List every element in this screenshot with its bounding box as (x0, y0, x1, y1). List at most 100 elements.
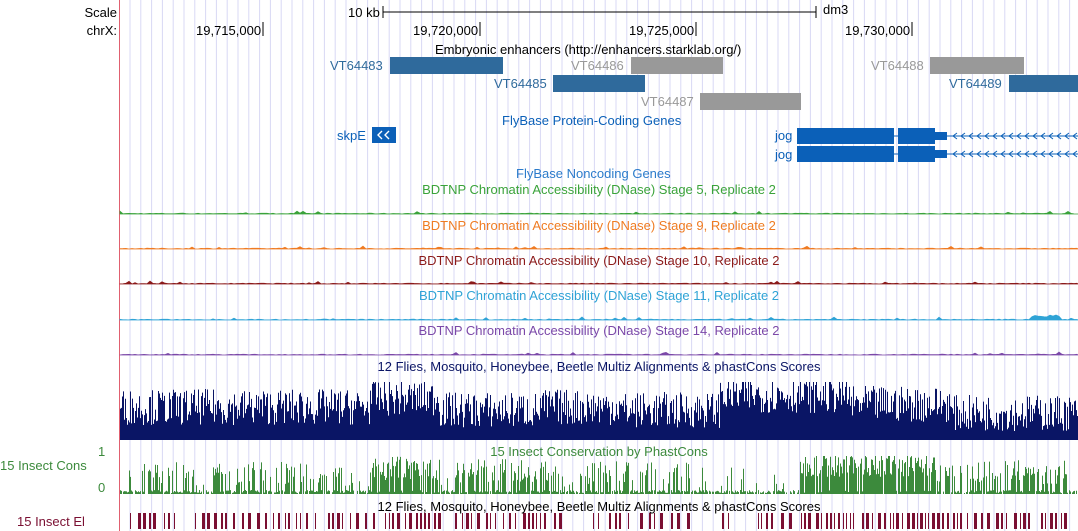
element-block (397, 513, 400, 529)
element-block (515, 513, 516, 529)
element-block (233, 513, 235, 529)
element-block (660, 513, 663, 529)
elements-side-label: 15 Insect El (17, 514, 85, 529)
strand-arrow (1024, 150, 1030, 158)
element-block (826, 513, 828, 529)
exon (797, 128, 894, 144)
element-block (942, 513, 944, 529)
element-block (615, 513, 617, 529)
dnase-stage10-title[interactable]: BDTNP Chromatin Accessibility (DNase) St… (418, 253, 780, 268)
strand-arrow (1040, 150, 1046, 158)
element-block (490, 513, 491, 529)
enhancer-label[interactable]: VT64489 (949, 76, 1002, 91)
element-block (843, 513, 844, 529)
element-block (834, 513, 835, 529)
dnase-signal (119, 280, 1078, 285)
strand-arrow (952, 150, 958, 158)
element-block (306, 513, 308, 529)
element-block (1061, 513, 1062, 529)
element-block (866, 513, 869, 529)
enhancer-label[interactable]: VT64487 (641, 94, 694, 109)
element-block (593, 513, 594, 529)
element-block (1028, 513, 1030, 529)
enhancers-track-title[interactable]: Embryonic enhancers (http://enhancers.st… (435, 42, 742, 57)
element-block (960, 513, 962, 529)
element-block (766, 513, 768, 529)
element-block (728, 513, 729, 529)
element-block (932, 513, 935, 529)
enhancer-feature[interactable] (390, 57, 503, 74)
assembly-label: dm3 (823, 2, 849, 17)
enhancer-feature[interactable] (631, 57, 723, 74)
gene-label[interactable]: jog (775, 128, 793, 143)
phastcons-track-title[interactable]: 15 Insect Conservation by PhastCons (490, 444, 708, 459)
element-block (838, 513, 840, 529)
element-block (758, 513, 759, 529)
element-block (957, 513, 958, 529)
element-block (242, 513, 244, 529)
element-block (168, 513, 170, 529)
gene-jog-feature[interactable] (797, 124, 1078, 164)
element-block (540, 513, 541, 529)
exon (797, 146, 894, 162)
elements-track-title[interactable]: 12 Flies, Mosquito, Honeybee, Beetle Mul… (377, 499, 821, 514)
noncoding-genes-track-title[interactable]: FlyBase Noncoding Genes (516, 166, 671, 181)
element-block (953, 513, 955, 529)
element-block (893, 513, 894, 529)
element-block (385, 513, 386, 529)
enhancer-label[interactable]: VT64483 (330, 58, 383, 73)
dnase-stage14-title[interactable]: BDTNP Chromatin Accessibility (DNase) St… (418, 323, 780, 338)
coding-genes-track-title[interactable]: FlyBase Protein-Coding Genes (502, 113, 682, 128)
element-block (350, 513, 351, 529)
enhancer-label[interactable]: VT64488 (871, 58, 924, 73)
multiz-signal (120, 382, 1078, 440)
enhancer-feature[interactable] (930, 57, 1024, 74)
element-block (801, 513, 802, 529)
element-block (462, 513, 463, 529)
element-block (619, 513, 621, 529)
element-block (996, 513, 999, 529)
enhancer-label[interactable]: VT64485 (494, 76, 547, 91)
element-block (428, 513, 430, 529)
element-block (164, 513, 165, 529)
gene-label[interactable]: jog (775, 147, 793, 162)
strand-arrow (1024, 132, 1030, 140)
element-block (947, 513, 949, 529)
strand-arrow (960, 150, 966, 158)
element-block (671, 513, 673, 529)
element-block (471, 513, 472, 529)
element-block (872, 513, 873, 529)
element-block (207, 513, 210, 529)
dnase-signal-tracks (119, 210, 1078, 356)
element-block (420, 513, 422, 529)
gene-skpE-feature[interactable] (372, 127, 396, 143)
element-block (138, 513, 141, 529)
element-block (342, 513, 343, 529)
dnase-stage5-title[interactable]: BDTNP Chromatin Accessibility (DNase) St… (422, 182, 776, 197)
gene-label[interactable]: skpE (337, 128, 366, 143)
element-block (677, 513, 680, 529)
scalebar-label: 10 kb (348, 5, 380, 20)
scale-bar (382, 6, 817, 18)
enhancer-feature[interactable] (1009, 75, 1078, 92)
element-block (1006, 513, 1007, 529)
exon (898, 146, 935, 162)
dnase-stage11-title[interactable]: BDTNP Chromatin Accessibility (DNase) St… (418, 288, 780, 303)
dnase-stage9-title[interactable]: BDTNP Chromatin Accessibility (DNase) St… (422, 218, 776, 233)
enhancer-feature[interactable] (553, 75, 645, 92)
enhancer-feature[interactable] (700, 93, 801, 110)
strand-arrow (1056, 150, 1062, 158)
element-block (296, 513, 297, 529)
element-block (628, 513, 629, 529)
strand-arrow (984, 132, 990, 140)
element-block (554, 513, 556, 529)
element-block (1045, 513, 1046, 529)
element-block (225, 513, 227, 529)
enhancer-label[interactable]: VT64486 (571, 58, 624, 73)
element-block (153, 513, 156, 529)
element-block (917, 513, 918, 529)
strand-arrow (976, 132, 982, 140)
multiz-track-title[interactable]: 12 Flies, Mosquito, Honeybee, Beetle Mul… (377, 359, 821, 374)
element-block (278, 513, 280, 529)
